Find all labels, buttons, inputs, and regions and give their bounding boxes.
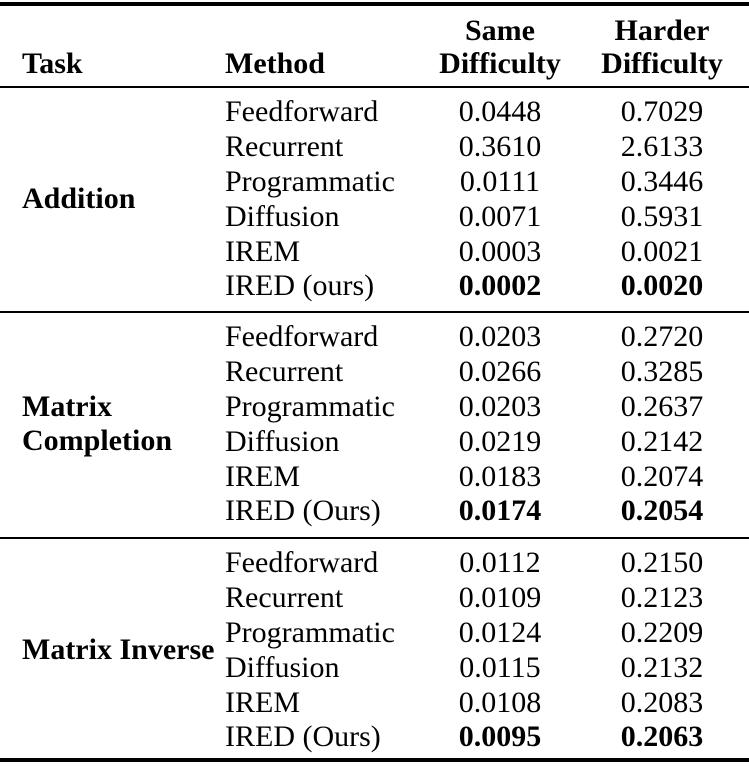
harder-difficulty-value: 0.7029 [620, 95, 704, 129]
harder-difficulty-value: 0.2637 [620, 389, 704, 423]
method-label: Feedforward [225, 546, 379, 580]
section-matrix-inverse: Matrix Inverse Feedforward 0.0112 0.2150… [0, 539, 749, 758]
method-label: IREM [225, 234, 300, 268]
section-rule [0, 537, 749, 539]
header-harder-line2: Difficulty [601, 47, 723, 80]
method-label: Diffusion [225, 199, 340, 233]
same-difficulty-value: 0.0203 [458, 320, 542, 354]
same-difficulty-value: 0.0109 [458, 581, 542, 615]
same-difficulty-value: 0.0448 [458, 95, 542, 129]
method-label: Diffusion [225, 650, 340, 684]
harder-difficulty-value: 2.6133 [620, 130, 704, 164]
harder-difficulty-value: 0.2209 [620, 615, 704, 649]
same-difficulty-value: 0.0115 [459, 650, 541, 684]
top-rule [0, 2, 749, 6]
section-rule [0, 311, 749, 313]
same-difficulty-value: 0.0112 [459, 546, 541, 580]
same-difficulty-value-best: 0.0174 [458, 494, 542, 528]
harder-difficulty-value: 0.5931 [620, 199, 704, 233]
method-label: IRED (Ours) [225, 720, 381, 754]
harder-difficulty-value-best: 0.2054 [620, 494, 704, 528]
harder-difficulty-value: 0.3446 [620, 164, 704, 198]
task-label: Addition [22, 182, 136, 216]
method-label: Diffusion [225, 424, 340, 458]
same-difficulty-value-best: 0.0002 [458, 269, 542, 303]
header-cell-method: Method [225, 47, 325, 80]
section-addition: Addition Feedforward 0.0448 0.7029 Recur… [0, 88, 749, 311]
harder-difficulty-value: 0.3285 [620, 355, 704, 389]
harder-difficulty-value: 0.2123 [620, 581, 704, 615]
same-difficulty-value-best: 0.0095 [458, 720, 542, 754]
method-label: Recurrent [225, 130, 344, 164]
harder-difficulty-value: 0.2074 [620, 459, 704, 493]
same-difficulty-value: 0.0219 [458, 424, 542, 458]
harder-difficulty-value-best: 0.2063 [620, 720, 704, 754]
same-difficulty-value: 0.0183 [458, 459, 542, 493]
method-label: Feedforward [225, 95, 379, 129]
header-cell-same-difficulty: Same Difficulty [425, 14, 575, 80]
table-header-row: Task Method Same Difficulty Harder Difficu… [0, 6, 749, 86]
method-label: Programmatic [225, 389, 395, 423]
same-difficulty-value: 0.0071 [458, 199, 542, 233]
harder-difficulty-value: 0.2083 [620, 685, 704, 719]
header-cell-harder-difficulty: Harder Difficulty [575, 14, 749, 80]
harder-difficulty-value: 0.2720 [620, 320, 704, 354]
same-difficulty-value: 0.0003 [458, 234, 542, 268]
method-label: Feedforward [225, 320, 379, 354]
same-difficulty-value: 0.0111 [459, 164, 541, 198]
task-label: Matrix Completion [22, 390, 172, 458]
method-label: IREM [225, 685, 300, 719]
header-harder-line1: Harder [614, 14, 710, 47]
task-label: Matrix Inverse [22, 633, 215, 667]
header-cell-task: Task [22, 47, 83, 80]
harder-difficulty-value: 0.2142 [620, 424, 704, 458]
harder-difficulty-value-best: 0.0020 [620, 269, 704, 303]
same-difficulty-value: 0.0203 [458, 389, 542, 423]
header-same-line2: Difficulty [439, 47, 561, 80]
same-difficulty-value: 0.0124 [458, 615, 542, 649]
bottom-rule [0, 758, 749, 762]
harder-difficulty-value: 0.2150 [620, 546, 704, 580]
header-same-line1: Same [465, 14, 535, 47]
harder-difficulty-value: 0.0021 [620, 234, 704, 268]
method-label: Recurrent [225, 581, 344, 615]
method-label: IREM [225, 459, 300, 493]
method-label: IRED (ours) [225, 269, 375, 303]
same-difficulty-value: 0.0108 [458, 685, 542, 719]
method-label: Recurrent [225, 355, 344, 389]
header-rule [0, 86, 749, 88]
same-difficulty-value: 0.0266 [458, 355, 542, 389]
same-difficulty-value: 0.3610 [458, 130, 542, 164]
section-matrix-completion: Matrix Completion Feedforward 0.0203 0.2… [0, 313, 749, 537]
method-label: Programmatic [225, 164, 395, 198]
harder-difficulty-value: 0.2132 [620, 650, 704, 684]
method-label: Programmatic [225, 615, 395, 649]
method-label: IRED (Ours) [225, 494, 381, 528]
